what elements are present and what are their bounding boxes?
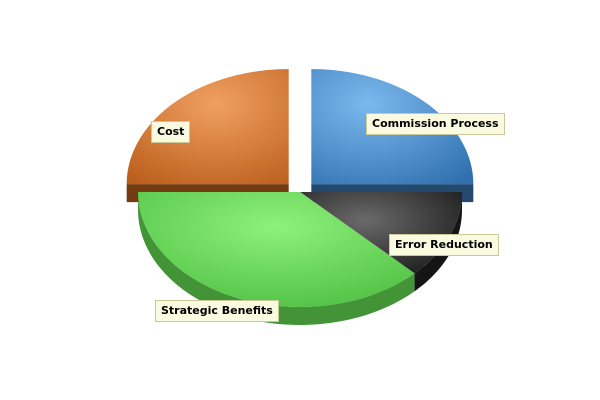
slice-label-strategic-benefits: Strategic Benefits [155,300,279,322]
pie-slice-cost [126,69,289,185]
slice-label-commission-process: Commission Process [366,113,505,135]
slice-side-strategic [138,192,415,325]
slice-label-error-reduction: Error Reduction [389,234,499,256]
pie-slice-strategic [138,192,415,307]
slice-side-error [414,192,462,292]
slice-label-cost: Cost [151,121,191,143]
